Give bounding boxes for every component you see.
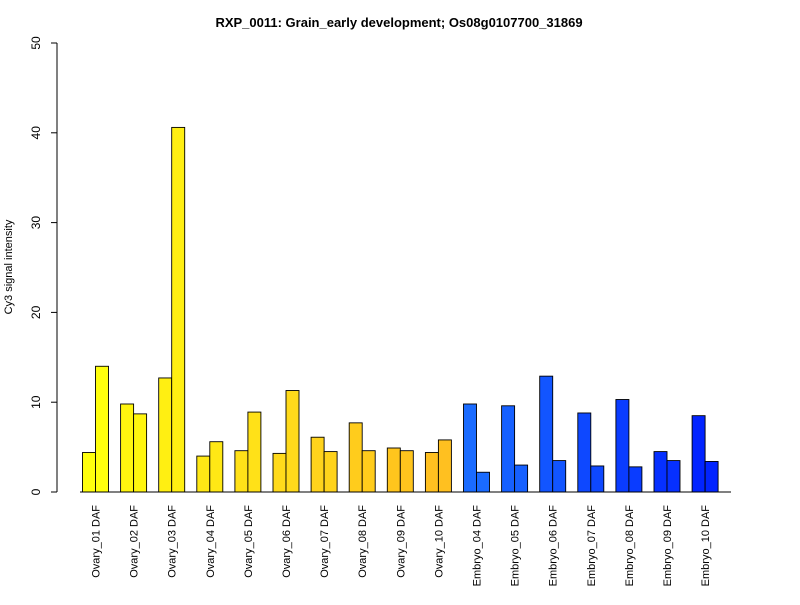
x-tick-label: Embryo_07 DAF (586, 505, 598, 587)
x-tick-label: Ovary_03 DAF (167, 505, 179, 578)
bar (590, 465, 605, 493)
y-tick-label: 40 (29, 126, 43, 140)
bar (171, 126, 186, 493)
bar (323, 451, 338, 493)
x-tick-label: Ovary_05 DAF (243, 505, 255, 578)
bar (310, 436, 325, 493)
bar (691, 415, 706, 493)
bar (424, 452, 439, 493)
x-tick-label: Ovary_01 DAF (91, 505, 103, 578)
x-tick-label: Ovary_02 DAF (129, 505, 141, 578)
y-tick-label: 50 (29, 36, 43, 50)
y-tick-label: 20 (29, 305, 43, 319)
bar (399, 450, 414, 493)
bar (704, 461, 719, 493)
bar (552, 460, 567, 493)
x-tick-label: Ovary_08 DAF (357, 505, 369, 578)
x-tick-label: Embryo_06 DAF (548, 505, 560, 587)
x-tick-label: Ovary_06 DAF (281, 505, 293, 578)
y-tick-label: 10 (29, 395, 43, 409)
bar (82, 452, 96, 493)
x-tick-label: Ovary_04 DAF (205, 505, 217, 578)
bar (577, 412, 592, 493)
bar (209, 441, 224, 493)
bar (196, 455, 211, 493)
bar (285, 390, 300, 493)
x-tick-label: Ovary_07 DAF (319, 505, 331, 578)
bars-group (82, 126, 719, 493)
bar (158, 377, 173, 493)
x-axis-labels: Ovary_01 DAF Ovary_02 DAF Ovary_03 DAF Ovar… (91, 505, 713, 587)
x-tick-label: Embryo_04 DAF (472, 505, 484, 587)
x-tick-label: Embryo_10 DAF (700, 505, 712, 587)
bar (463, 403, 477, 493)
bar (514, 464, 529, 493)
bar (476, 471, 490, 493)
bar (437, 439, 452, 493)
bar (247, 411, 262, 493)
bar (615, 399, 630, 493)
y-tick-label: 30 (29, 216, 43, 230)
bar (133, 413, 148, 493)
bar (628, 466, 643, 493)
bar (539, 375, 554, 493)
bar (386, 447, 401, 493)
x-tick-label: Ovary_10 DAF (433, 505, 445, 578)
bar (234, 450, 249, 493)
x-tick-label: Ovary_09 DAF (395, 505, 407, 578)
y-axis-label: Cy3 signal intensity (3, 219, 15, 314)
bar (348, 422, 363, 493)
x-tick-label: Embryo_08 DAF (624, 505, 636, 587)
y-axis: 0 10 20 30 40 50 (29, 36, 58, 495)
x-tick-label: Embryo_05 DAF (510, 505, 522, 587)
y-tick-label: 0 (29, 488, 43, 495)
x-tick-label: Embryo_09 DAF (662, 505, 674, 587)
bar (361, 450, 376, 493)
bar (653, 451, 668, 493)
bar (666, 460, 681, 493)
bar (120, 403, 135, 493)
chart-title: RXP_0011: Grain_early development; Os08g… (215, 15, 582, 30)
bar (95, 365, 109, 493)
bar (272, 452, 287, 493)
bar (501, 405, 516, 493)
